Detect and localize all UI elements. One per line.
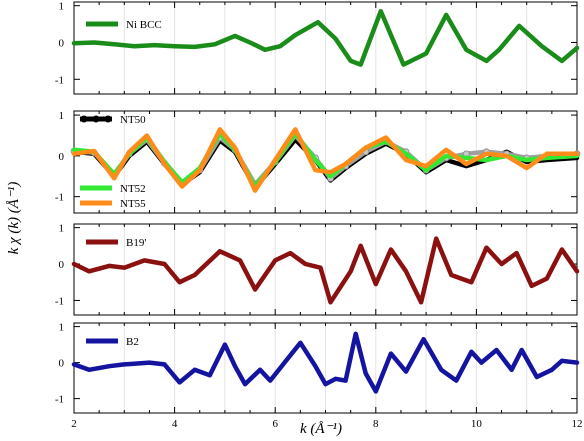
legend-label: NT52: [120, 183, 146, 195]
x-axis-title: k (Å⁻¹): [300, 421, 342, 437]
chart-panel-3: 1 0 -1 B19': [55, 223, 580, 316]
y-tick-label: 0: [59, 259, 65, 271]
y-tick-label: 1: [59, 322, 65, 334]
y-tick-label: 0: [59, 37, 65, 49]
y-tick-label: 0: [59, 358, 65, 370]
chart-panel-1: 1 0 -1 Ni BCC: [55, 1, 580, 95]
y-tick-label: 1: [59, 110, 65, 122]
legend-label: NT55: [120, 198, 146, 210]
legend-marker: [104, 115, 112, 123]
series-line-b2: [71, 331, 580, 394]
series-line-b19-: [71, 236, 580, 305]
y-tick-label: -1: [55, 74, 64, 86]
x-tick-label: 12: [572, 418, 583, 430]
legend-label: B19': [126, 237, 146, 249]
series-line-ni-bcc: [71, 8, 580, 67]
y-tick-label: 1: [59, 223, 65, 235]
y-tick-label: 0: [59, 151, 65, 163]
y-axis-title: k χ (k) (Å⁻¹): [6, 182, 22, 255]
chart-panel-2: 1 0 -1 NT50 NT52 NT55: [55, 110, 581, 214]
y-tick-label: -1: [55, 394, 64, 406]
x-tick-label: 8: [373, 418, 379, 430]
legend-label: B2: [126, 336, 139, 348]
y-tick-label: 1: [59, 1, 65, 13]
y-tick-label: -1: [55, 192, 64, 204]
x-tick-label: 4: [172, 418, 178, 430]
legend-marker: [80, 115, 88, 123]
legend-marker: [92, 115, 100, 123]
x-tick-label: 10: [471, 418, 483, 430]
panels: 10-1Ni BCC10-1NT50NT52NT5510-1B19'10-1B2…: [55, 1, 583, 430]
x-tick-label: 2: [71, 418, 77, 430]
y-tick-label: -1: [55, 295, 64, 307]
x-tick-label: 6: [272, 418, 278, 430]
series-line-nt55: [71, 127, 580, 193]
legend-label: Ni BCC: [126, 19, 162, 31]
legend-label: NT50: [120, 114, 146, 126]
